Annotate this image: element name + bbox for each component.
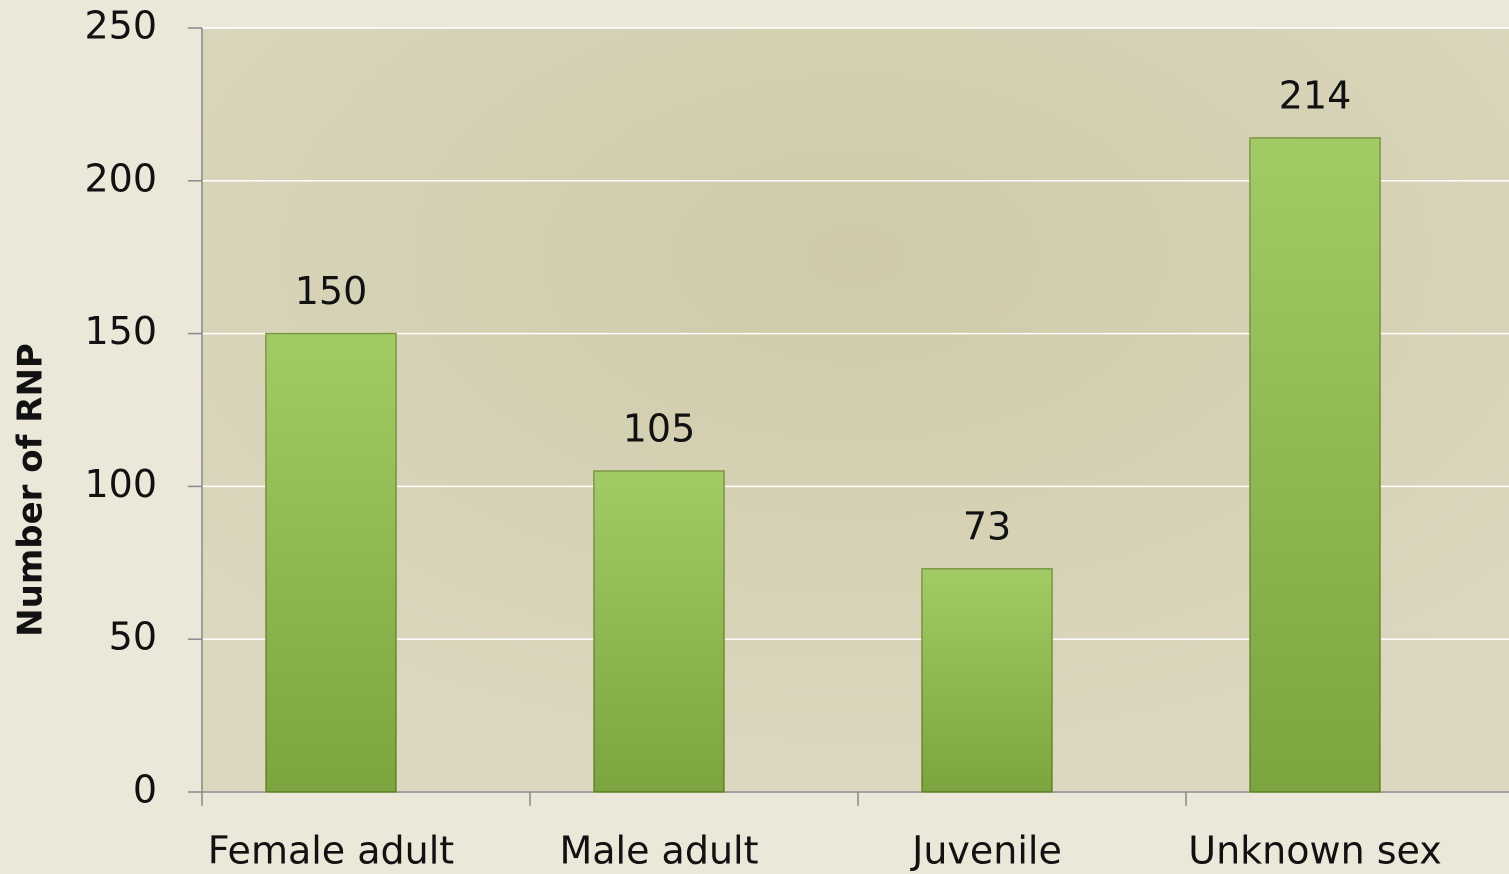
x-tick-label: Male adult xyxy=(559,829,758,873)
x-tick-label: Female adult xyxy=(208,829,454,873)
y-tick-label: 50 xyxy=(109,615,157,659)
y-axis-label: Number of RNP xyxy=(11,343,51,637)
bar-shade xyxy=(922,569,1052,792)
data-label: 150 xyxy=(295,269,368,313)
y-tick-label: 250 xyxy=(84,4,157,48)
y-tick-label: 200 xyxy=(84,156,157,200)
data-label: 105 xyxy=(623,407,696,451)
page: Number of RNP 0 50 100 150 200 250 Female adul… xyxy=(0,0,1509,874)
bar-shade xyxy=(266,334,396,792)
bar-shade xyxy=(594,471,724,792)
bar-shade xyxy=(1250,138,1380,792)
x-tick-label: Unknown sex xyxy=(1188,829,1441,873)
y-tick-label: 150 xyxy=(84,309,157,353)
y-tick-label: 100 xyxy=(84,462,157,506)
data-label: 214 xyxy=(1279,74,1352,118)
y-tick-label: 0 xyxy=(133,768,157,812)
x-tick-label: Juvenile xyxy=(910,829,1062,873)
data-label: 73 xyxy=(963,504,1011,548)
chart: Number of RNP 0 50 100 150 200 250 Female adul… xyxy=(0,0,1509,874)
